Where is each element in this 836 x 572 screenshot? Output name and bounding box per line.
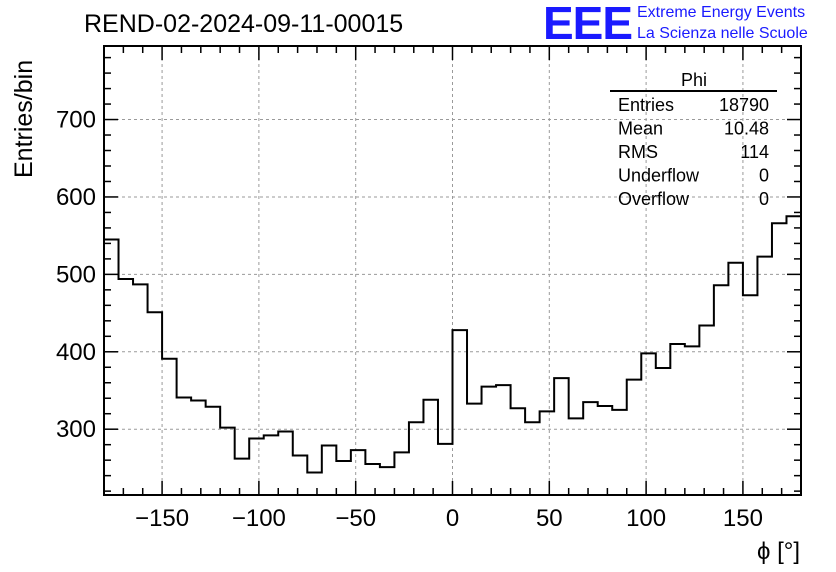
histogram-bin: [365, 464, 380, 466]
stats-row-value: 10.48: [724, 119, 769, 139]
histogram-bin: [699, 325, 714, 327]
histogram-bin: [583, 402, 598, 404]
histogram-bin: [148, 312, 163, 314]
histogram-bin: [453, 330, 468, 332]
stats-row-label: Mean: [618, 119, 663, 139]
histogram-bin: [438, 444, 453, 446]
histogram-bin: [569, 418, 584, 420]
histogram-bin: [656, 368, 671, 370]
histogram-bin: [409, 422, 424, 424]
histogram-bin: [641, 353, 656, 355]
histogram-bin: [511, 408, 526, 410]
x-axis-label: ϕ [°]: [757, 538, 800, 565]
histogram-series: [104, 215, 801, 475]
y-tick-label: 500: [56, 261, 96, 288]
x-tick-label: −100: [232, 505, 286, 532]
histogram-bin: [467, 404, 482, 406]
histogram-bin: [293, 456, 308, 458]
histogram-bin: [119, 279, 134, 281]
histogram-bin: [598, 406, 613, 408]
y-tick-label: 400: [56, 339, 96, 366]
histogram-line: [104, 215, 801, 474]
histogram-bin: [540, 411, 555, 413]
histogram-bin: [714, 285, 729, 287]
x-tick-label: −150: [135, 505, 189, 532]
y-tick-label: 300: [56, 416, 96, 443]
logo-caption-line2: La Scienza nelle Scuole: [637, 25, 808, 42]
x-tick-label: 0: [446, 505, 459, 532]
histogram-bin: [264, 435, 279, 437]
stats-row-value: 0: [759, 166, 769, 186]
x-tick-label: −50: [335, 505, 376, 532]
histogram-bin: [307, 473, 322, 475]
stats-row-label: Overflow: [618, 189, 690, 209]
histogram-bin: [220, 428, 235, 430]
y-axis-label: Entries/bin: [10, 60, 38, 178]
histogram-bin: [394, 452, 409, 454]
x-tick-label: 150: [723, 505, 763, 532]
histogram-bin: [423, 400, 438, 402]
histogram-bin: [772, 223, 787, 225]
histogram-bin: [177, 397, 192, 399]
histogram-bin: [728, 263, 743, 265]
histogram-bin: [685, 346, 700, 348]
y-tick-label: 600: [56, 184, 96, 211]
histogram-bin: [496, 385, 511, 387]
histogram-bin: [278, 432, 293, 434]
histogram-bin: [133, 284, 148, 286]
axis-ticks: [103, 46, 802, 495]
logo-caption-line1: Extreme Energy Events: [637, 4, 806, 21]
histogram-bin: [351, 450, 366, 452]
histogram-bin: [380, 467, 395, 469]
histogram-bin: [162, 359, 177, 361]
histogram-bin: [757, 257, 772, 259]
tick-labels: −150 −100 −50 0 50 100 150 300 400 500 600 700: [56, 107, 763, 532]
histogram-bin: [482, 387, 497, 389]
stats-row-value: 114: [740, 142, 769, 162]
histogram-bin: [322, 445, 337, 447]
histogram-bin: [336, 461, 351, 463]
eee-logo: EEE: [543, 0, 633, 49]
histogram-bin: [627, 380, 642, 382]
histogram-bin: [743, 295, 758, 297]
histogram-bin: [206, 407, 221, 409]
histogram-bin: [670, 344, 685, 346]
x-tick-label: 100: [626, 505, 666, 532]
histogram-bin: [554, 378, 569, 380]
stats-row-label: RMS: [618, 142, 658, 162]
stats-row-label: Underflow: [618, 166, 700, 186]
histogram-bin: [612, 410, 627, 412]
stats-row-value: 18790: [719, 95, 769, 115]
histogram-title: REND-02-2024-09-11-00015: [84, 10, 404, 38]
x-tick-label: 50: [536, 505, 563, 532]
stats-name: Phi: [681, 70, 707, 90]
histogram-bin: [104, 240, 119, 242]
histogram-bin: [235, 459, 250, 461]
histogram-bin: [191, 401, 206, 403]
stats-row-label: Entries: [618, 95, 674, 115]
histogram-bin: [249, 438, 264, 440]
stats-box: Phi Entries 18790 Mean 10.48 RMS 114 Underflow…: [610, 70, 777, 209]
y-tick-label: 700: [56, 107, 96, 134]
histogram-bin: [525, 422, 540, 424]
histogram-bin: [786, 216, 801, 218]
stats-row-value: 0: [759, 189, 769, 209]
